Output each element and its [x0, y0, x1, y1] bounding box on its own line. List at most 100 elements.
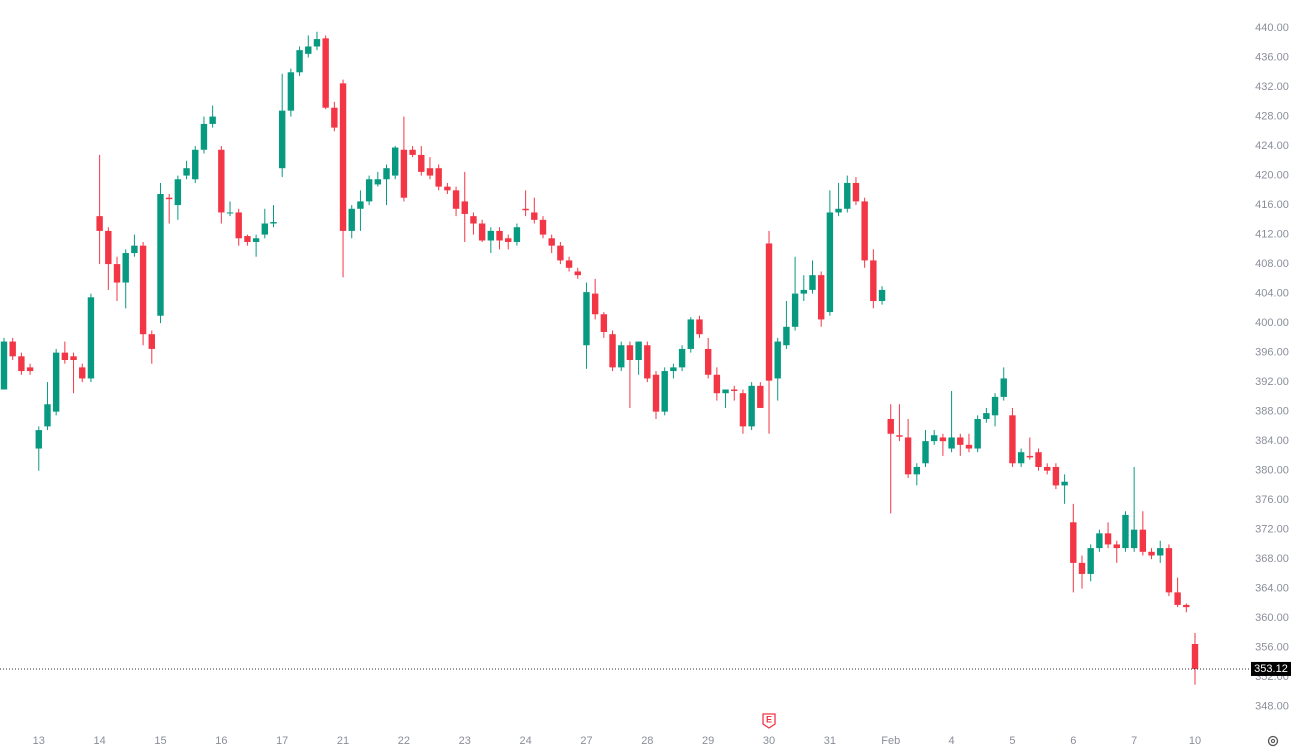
candle-body	[113, 264, 121, 283]
candle-body	[270, 222, 277, 224]
candle-body	[1139, 529, 1147, 552]
candle-body	[1165, 548, 1173, 593]
candle-body	[1122, 514, 1129, 549]
candle-body	[374, 179, 382, 185]
candle-body	[139, 245, 147, 335]
candle-body	[226, 212, 234, 214]
candle-body	[748, 385, 755, 427]
candle-body	[218, 149, 225, 213]
candle-body	[487, 230, 495, 241]
x-tick-label: 21	[337, 735, 349, 747]
candle-body	[965, 444, 973, 449]
candle-body	[983, 413, 990, 420]
candle-body	[739, 393, 747, 427]
candle-body	[635, 341, 642, 360]
y-tick-label: 380.00	[1255, 465, 1289, 477]
candle-body	[96, 216, 103, 231]
x-tick-label: 17	[276, 735, 288, 747]
y-tick-label: 356.00	[1255, 642, 1289, 654]
candle-body	[1157, 548, 1164, 556]
candle-body	[348, 208, 355, 231]
candle-body	[9, 341, 16, 357]
candle-body	[574, 271, 581, 276]
x-tick-label: Feb	[881, 735, 900, 747]
x-tick-label: 6	[1070, 735, 1076, 747]
candle-body	[548, 238, 555, 246]
candle-body	[400, 149, 408, 198]
candle-body	[313, 39, 321, 47]
candle-body	[148, 334, 155, 349]
y-tick-label: 424.00	[1255, 140, 1289, 152]
candle-body	[131, 245, 138, 254]
candle-body	[896, 435, 903, 437]
x-tick-label: 30	[763, 735, 775, 747]
x-tick-label: 7	[1131, 735, 1137, 747]
x-tick-label: 27	[580, 735, 592, 747]
candle-body	[444, 186, 451, 191]
candle-body	[18, 356, 25, 372]
y-tick-label: 368.00	[1255, 553, 1289, 565]
x-tick-label: 15	[154, 735, 166, 747]
candle-body	[1026, 455, 1034, 458]
candle-body	[531, 212, 538, 220]
y-tick-label: 384.00	[1255, 435, 1289, 447]
candle-body	[618, 345, 625, 368]
y-tick-label: 376.00	[1255, 494, 1289, 506]
candle-body	[122, 253, 129, 283]
y-tick-label: 432.00	[1255, 81, 1289, 93]
y-tick-label: 396.00	[1255, 347, 1289, 359]
candle-body	[826, 212, 834, 313]
candle-body	[478, 223, 486, 241]
candle-body	[1087, 548, 1094, 574]
candle-body	[774, 341, 781, 379]
candle-body	[174, 179, 182, 206]
settings-gear	[1267, 735, 1279, 747]
y-tick-label: 416.00	[1255, 199, 1289, 211]
candle-body	[626, 345, 634, 360]
candle-body	[687, 319, 694, 349]
candle-body	[418, 154, 425, 172]
x-tick-label: 13	[33, 735, 45, 747]
y-tick-label: 436.00	[1255, 51, 1289, 63]
candle-body	[565, 260, 573, 268]
candle-body	[1183, 604, 1190, 608]
candle-body	[331, 107, 338, 128]
candle-body	[713, 374, 721, 394]
candle-body	[165, 197, 173, 200]
y-tick-label: 360.00	[1255, 612, 1289, 624]
x-tick-label: 23	[459, 735, 471, 747]
candle-body	[1174, 592, 1181, 605]
y-tick-label: 348.00	[1255, 701, 1289, 713]
y-tick-label: 364.00	[1255, 583, 1289, 595]
candle-body	[1113, 544, 1120, 549]
candle-body	[704, 348, 712, 375]
settings-icon[interactable]	[1267, 735, 1279, 747]
candle-body	[322, 38, 329, 108]
candle-body	[722, 389, 729, 394]
y-tick-label: 428.00	[1255, 110, 1289, 122]
candle-body	[192, 149, 199, 180]
y-tick-label: 392.00	[1255, 376, 1289, 388]
candle-body	[1061, 481, 1068, 486]
candle-body	[1130, 529, 1138, 549]
x-tick-label: 5	[1009, 735, 1015, 747]
candle-body	[678, 348, 686, 368]
candle-body	[261, 223, 269, 235]
x-tick-label: 14	[94, 735, 106, 747]
y-tick-label: 408.00	[1255, 258, 1289, 270]
candle-body	[783, 326, 790, 346]
candle-body	[844, 182, 851, 209]
candle-body	[948, 437, 955, 449]
candle-body	[496, 230, 503, 241]
candle-body	[809, 275, 816, 290]
candle-body	[957, 437, 964, 445]
candle-body	[817, 275, 825, 320]
candle-body	[157, 194, 164, 316]
candle-body	[26, 367, 34, 372]
x-tick-label: 29	[702, 735, 714, 747]
candle-body	[696, 319, 703, 335]
candle-body	[235, 212, 242, 239]
candle-body	[305, 46, 312, 54]
candle-body	[513, 227, 521, 242]
candle-body	[791, 293, 799, 327]
